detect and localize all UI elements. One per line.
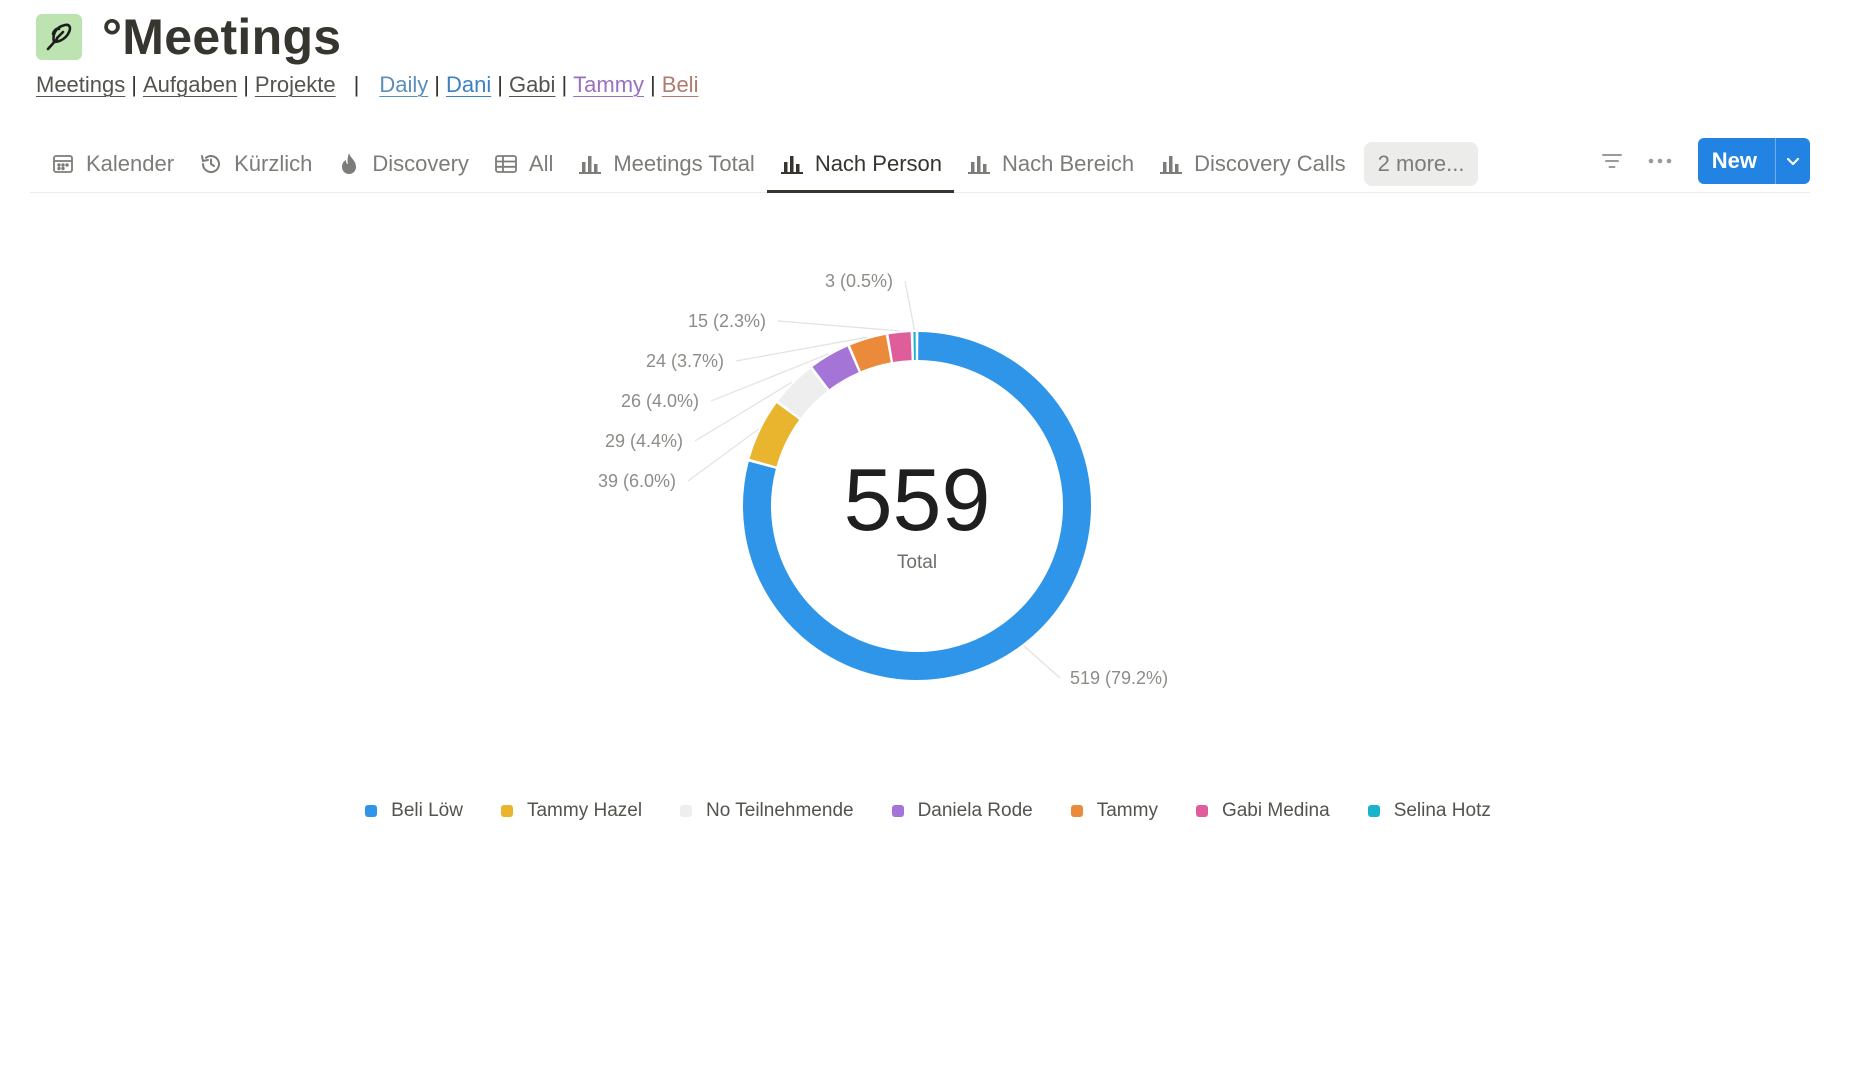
link-projekte[interactable]: Projekte bbox=[254, 72, 336, 97]
legend-item-1[interactable]: Tammy Hazel bbox=[500, 800, 643, 822]
tab-label: Nach Bereich bbox=[1002, 151, 1135, 176]
feather-icon[interactable] bbox=[36, 14, 82, 60]
tab-label: Kürzlich bbox=[234, 151, 313, 176]
flame-icon bbox=[336, 151, 362, 177]
legend-swatch bbox=[365, 805, 378, 817]
slice-label-3: 26 (4.0%) bbox=[621, 391, 699, 411]
link-group-separator: | bbox=[353, 72, 360, 97]
donut-slice-1[interactable] bbox=[749, 403, 800, 467]
tab-discovery[interactable]: Discovery bbox=[324, 136, 481, 192]
donut-slice-0[interactable] bbox=[743, 332, 1091, 680]
slice-label-2: 29 (4.4%) bbox=[605, 431, 683, 451]
leader-line-4 bbox=[735, 336, 868, 362]
chevron-down-icon[interactable] bbox=[1775, 138, 1810, 184]
page-title: °Meetings bbox=[102, 9, 342, 65]
link-separator: | bbox=[434, 72, 440, 97]
tab-discovery-calls[interactable]: Discovery Calls bbox=[1146, 136, 1358, 192]
leader-line-6 bbox=[904, 280, 916, 331]
donut-slice-4[interactable] bbox=[850, 334, 892, 372]
leader-line-1 bbox=[687, 428, 760, 482]
legend-item-0[interactable]: Beli Löw bbox=[365, 800, 463, 822]
link-daily[interactable]: Daily bbox=[379, 72, 429, 97]
legend-item-3[interactable]: Daniela Rode bbox=[891, 800, 1033, 822]
link-separator: | bbox=[561, 72, 568, 97]
link-aufgaben[interactable]: Aufgaben bbox=[143, 72, 238, 97]
quick-links: Meetings | Aufgaben | Projekte | Daily |… bbox=[36, 72, 698, 98]
donut-slice-3[interactable] bbox=[812, 346, 860, 390]
legend-label: Beli Löw bbox=[391, 800, 463, 821]
link-separator: | bbox=[243, 72, 249, 97]
legend-label: Selina Hotz bbox=[1393, 800, 1491, 821]
slice-label-5: 15 (2.3%) bbox=[688, 311, 766, 331]
legend-swatch bbox=[891, 805, 904, 817]
slice-label-0: 519 (79.2%) bbox=[1070, 668, 1168, 688]
legend-swatch bbox=[1070, 805, 1083, 817]
slice-label-1: 39 (6.0%) bbox=[598, 471, 676, 491]
donut-slice-5[interactable] bbox=[888, 332, 912, 363]
legend-label: Tammy bbox=[1096, 800, 1158, 821]
tab-kuerzlich[interactable]: Kürzlich bbox=[186, 136, 324, 192]
chart-legend: Beli Löw Tammy Hazel No Teilnehmende Daniel… bbox=[0, 800, 1856, 822]
link-separator: | bbox=[497, 72, 503, 97]
link-separator: | bbox=[650, 72, 656, 97]
more-views-button[interactable]: 2 more... bbox=[1363, 142, 1479, 186]
new-button-group: New bbox=[1697, 138, 1810, 184]
tab-kalender[interactable]: Kalender bbox=[38, 136, 186, 192]
leader-line-5 bbox=[777, 320, 900, 332]
tab-label: All bbox=[528, 151, 554, 176]
donut-slice-2[interactable] bbox=[778, 368, 828, 419]
slice-label-4: 24 (3.7%) bbox=[646, 351, 724, 371]
leader-line-0 bbox=[1023, 645, 1061, 679]
total-label: Total bbox=[897, 552, 937, 573]
ellipsis-icon[interactable] bbox=[1640, 141, 1680, 181]
link-meetings[interactable]: Meetings bbox=[36, 72, 126, 97]
link-tammy[interactable]: Tammy bbox=[573, 72, 645, 97]
link-beli[interactable]: Beli bbox=[661, 72, 699, 97]
tab-label: Discovery Calls bbox=[1194, 151, 1346, 176]
legend-label: Tammy Hazel bbox=[526, 800, 643, 821]
legend-label: No Teilnehmende bbox=[706, 800, 854, 821]
bar-chart-icon bbox=[1158, 151, 1184, 177]
view-tab-bar: Kalender Kürzlich Discovery bbox=[30, 136, 1810, 193]
page-header: °Meetings bbox=[36, 8, 341, 66]
link-dani[interactable]: Dani bbox=[445, 72, 492, 97]
tab-all[interactable]: All bbox=[481, 136, 565, 192]
tab-label: Meetings Total bbox=[613, 151, 755, 176]
legend-item-4[interactable]: Tammy bbox=[1070, 800, 1158, 822]
tab-label: Kalender bbox=[86, 151, 175, 176]
legend-swatch bbox=[1195, 805, 1208, 817]
tab-nach-person[interactable]: Nach Person bbox=[766, 136, 955, 193]
legend-label: Daniela Rode bbox=[917, 800, 1033, 821]
legend-swatch bbox=[680, 805, 693, 817]
legend-label: Gabi Medina bbox=[1221, 800, 1330, 821]
tab-nach-bereich[interactable]: Nach Bereich bbox=[954, 136, 1146, 192]
view-tabs: Kalender Kürzlich Discovery bbox=[38, 136, 1479, 193]
tab-label: Nach Person bbox=[814, 151, 942, 176]
tab-meetings-total[interactable]: Meetings Total bbox=[565, 136, 766, 192]
leader-line-2 bbox=[694, 381, 793, 442]
calendar-icon bbox=[50, 151, 76, 177]
history-icon bbox=[198, 151, 224, 177]
link-gabi[interactable]: Gabi bbox=[508, 72, 556, 97]
legend-swatch bbox=[1367, 805, 1380, 817]
legend-item-2[interactable]: No Teilnehmende bbox=[680, 800, 854, 822]
bar-chart-icon bbox=[966, 151, 992, 177]
bar-chart-icon bbox=[577, 151, 603, 177]
legend-swatch bbox=[500, 805, 513, 817]
filter-icon[interactable] bbox=[1592, 141, 1632, 181]
new-button[interactable]: New bbox=[1711, 148, 1757, 173]
legend-item-5[interactable]: Gabi Medina bbox=[1195, 800, 1330, 822]
leader-line-3 bbox=[710, 353, 829, 402]
total-value: 559 bbox=[844, 450, 991, 549]
view-toolbar: New bbox=[1592, 136, 1810, 186]
tab-label: Discovery bbox=[372, 151, 469, 176]
table-icon bbox=[493, 151, 519, 177]
link-separator: | bbox=[131, 72, 137, 97]
slice-label-6: 3 (0.5%) bbox=[825, 271, 893, 291]
legend-item-6[interactable]: Selina Hotz bbox=[1367, 800, 1491, 822]
bar-chart-icon bbox=[779, 151, 805, 177]
